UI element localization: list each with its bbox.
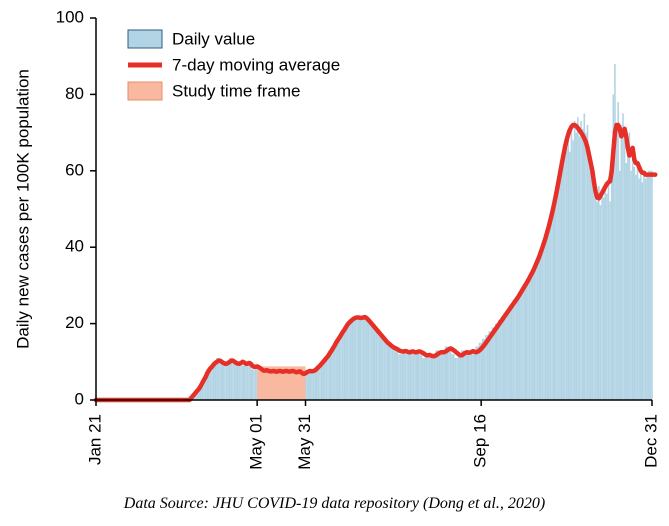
x-tick-label: Jan 21 [85, 414, 104, 465]
y-tick-label: 0 [75, 389, 84, 408]
data-source-caption: Data Source: JHU COVID-19 data repositor… [0, 495, 669, 513]
y-tick-label: 100 [56, 7, 84, 26]
x-tick-label: Sep 16 [471, 414, 490, 468]
legend-label: Study time frame [172, 81, 301, 100]
y-axis-label: Daily new cases per 100K population [13, 69, 32, 349]
y-tick-label: 20 [65, 313, 84, 332]
x-tick-label: May 31 [295, 414, 314, 470]
legend-label: Daily value [172, 29, 255, 48]
x-tick-label: May 01 [247, 414, 266, 470]
legend-label: 7-day moving average [172, 55, 340, 74]
y-tick-label: 40 [65, 237, 84, 256]
y-tick-label: 80 [65, 84, 84, 103]
y-tick-label: 60 [65, 160, 84, 179]
x-tick-label: Dec 31 [641, 414, 660, 468]
time-series-chart: 0 20 40 60 80 100 Daily new cases per 100K pop… [0, 0, 669, 526]
